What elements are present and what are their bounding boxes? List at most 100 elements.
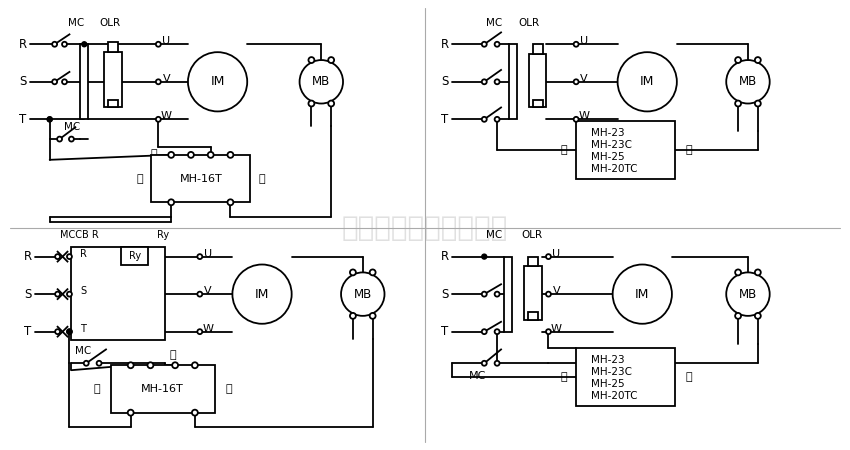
Text: 黒: 黒 xyxy=(685,372,692,382)
Text: MB: MB xyxy=(739,288,757,301)
Circle shape xyxy=(495,329,500,334)
Circle shape xyxy=(735,100,741,107)
Circle shape xyxy=(574,79,579,84)
Text: V: V xyxy=(581,74,588,84)
Circle shape xyxy=(482,361,487,366)
Text: MC: MC xyxy=(75,346,92,356)
Text: T: T xyxy=(20,113,26,126)
Circle shape xyxy=(618,52,677,112)
Bar xyxy=(576,348,675,406)
Circle shape xyxy=(52,42,57,47)
Circle shape xyxy=(574,42,579,47)
Text: MCCB R: MCCB R xyxy=(60,230,99,240)
Bar xyxy=(533,44,542,54)
Text: S: S xyxy=(80,286,87,296)
Text: IM: IM xyxy=(635,288,649,301)
Text: 黄: 黄 xyxy=(561,145,568,155)
Circle shape xyxy=(207,152,213,158)
Text: R: R xyxy=(80,249,87,259)
Circle shape xyxy=(735,270,741,275)
Text: U: U xyxy=(204,249,212,259)
Circle shape xyxy=(197,329,202,334)
Text: W: W xyxy=(579,111,590,122)
Text: S: S xyxy=(25,288,31,301)
Text: MB: MB xyxy=(312,75,331,88)
Text: MC: MC xyxy=(486,230,502,240)
Circle shape xyxy=(156,42,161,47)
Text: MH-23C: MH-23C xyxy=(591,367,632,377)
Text: 黄: 黄 xyxy=(136,174,143,184)
Circle shape xyxy=(482,329,487,334)
Bar xyxy=(151,155,250,202)
Circle shape xyxy=(482,79,487,84)
Bar xyxy=(80,44,88,119)
Circle shape xyxy=(328,57,334,63)
Circle shape xyxy=(735,57,741,63)
Circle shape xyxy=(735,313,741,319)
Text: V: V xyxy=(204,286,212,296)
Circle shape xyxy=(546,254,551,259)
Circle shape xyxy=(62,42,67,47)
Text: R: R xyxy=(440,250,449,263)
Text: 黒: 黒 xyxy=(685,145,692,155)
Circle shape xyxy=(574,117,579,122)
Text: 黄: 黄 xyxy=(94,384,100,394)
Text: T: T xyxy=(441,113,449,126)
Text: S: S xyxy=(20,75,26,88)
Text: U: U xyxy=(162,36,170,46)
Circle shape xyxy=(147,362,153,368)
Text: 乐清市明威开关电源厂: 乐清市明威开关电源厂 xyxy=(342,214,508,242)
Circle shape xyxy=(613,265,672,324)
Circle shape xyxy=(67,254,72,259)
Text: V: V xyxy=(162,74,170,84)
Text: R: R xyxy=(440,38,449,51)
Bar xyxy=(111,365,215,413)
Circle shape xyxy=(55,329,60,334)
Text: R: R xyxy=(24,250,32,263)
Text: IM: IM xyxy=(211,75,224,88)
Circle shape xyxy=(128,362,133,368)
Circle shape xyxy=(482,117,487,122)
Circle shape xyxy=(192,410,198,416)
Text: W: W xyxy=(161,111,172,122)
Bar xyxy=(528,256,537,266)
Bar xyxy=(121,247,149,265)
Text: IM: IM xyxy=(640,75,654,88)
Text: 蓝: 蓝 xyxy=(225,384,232,394)
Bar xyxy=(104,52,122,108)
Circle shape xyxy=(67,329,72,334)
Circle shape xyxy=(48,117,52,122)
Text: U: U xyxy=(552,249,560,259)
Circle shape xyxy=(57,137,62,142)
Circle shape xyxy=(228,152,234,158)
Circle shape xyxy=(495,361,500,366)
Text: MH-23: MH-23 xyxy=(591,356,625,365)
Circle shape xyxy=(52,79,57,84)
Circle shape xyxy=(82,42,87,47)
Circle shape xyxy=(55,254,60,259)
Bar xyxy=(576,122,675,179)
Text: V: V xyxy=(552,286,560,296)
Circle shape xyxy=(197,254,202,259)
Text: OLR: OLR xyxy=(518,18,539,27)
Text: W: W xyxy=(551,324,562,334)
Text: Ry: Ry xyxy=(157,230,169,240)
Bar xyxy=(108,99,118,108)
Text: MC: MC xyxy=(65,122,81,132)
Text: 黄: 黄 xyxy=(561,372,568,382)
Circle shape xyxy=(755,100,761,107)
Circle shape xyxy=(350,270,356,275)
Circle shape xyxy=(370,313,376,319)
Circle shape xyxy=(299,60,343,104)
Circle shape xyxy=(62,79,67,84)
Circle shape xyxy=(67,292,72,297)
Text: MC: MC xyxy=(486,18,502,27)
Bar xyxy=(108,42,118,52)
Circle shape xyxy=(128,410,133,416)
Text: T: T xyxy=(25,325,31,338)
Circle shape xyxy=(309,100,314,107)
Text: MH-20TC: MH-20TC xyxy=(591,164,638,174)
Text: MH-25: MH-25 xyxy=(591,379,625,389)
Circle shape xyxy=(192,362,198,368)
Circle shape xyxy=(309,57,314,63)
